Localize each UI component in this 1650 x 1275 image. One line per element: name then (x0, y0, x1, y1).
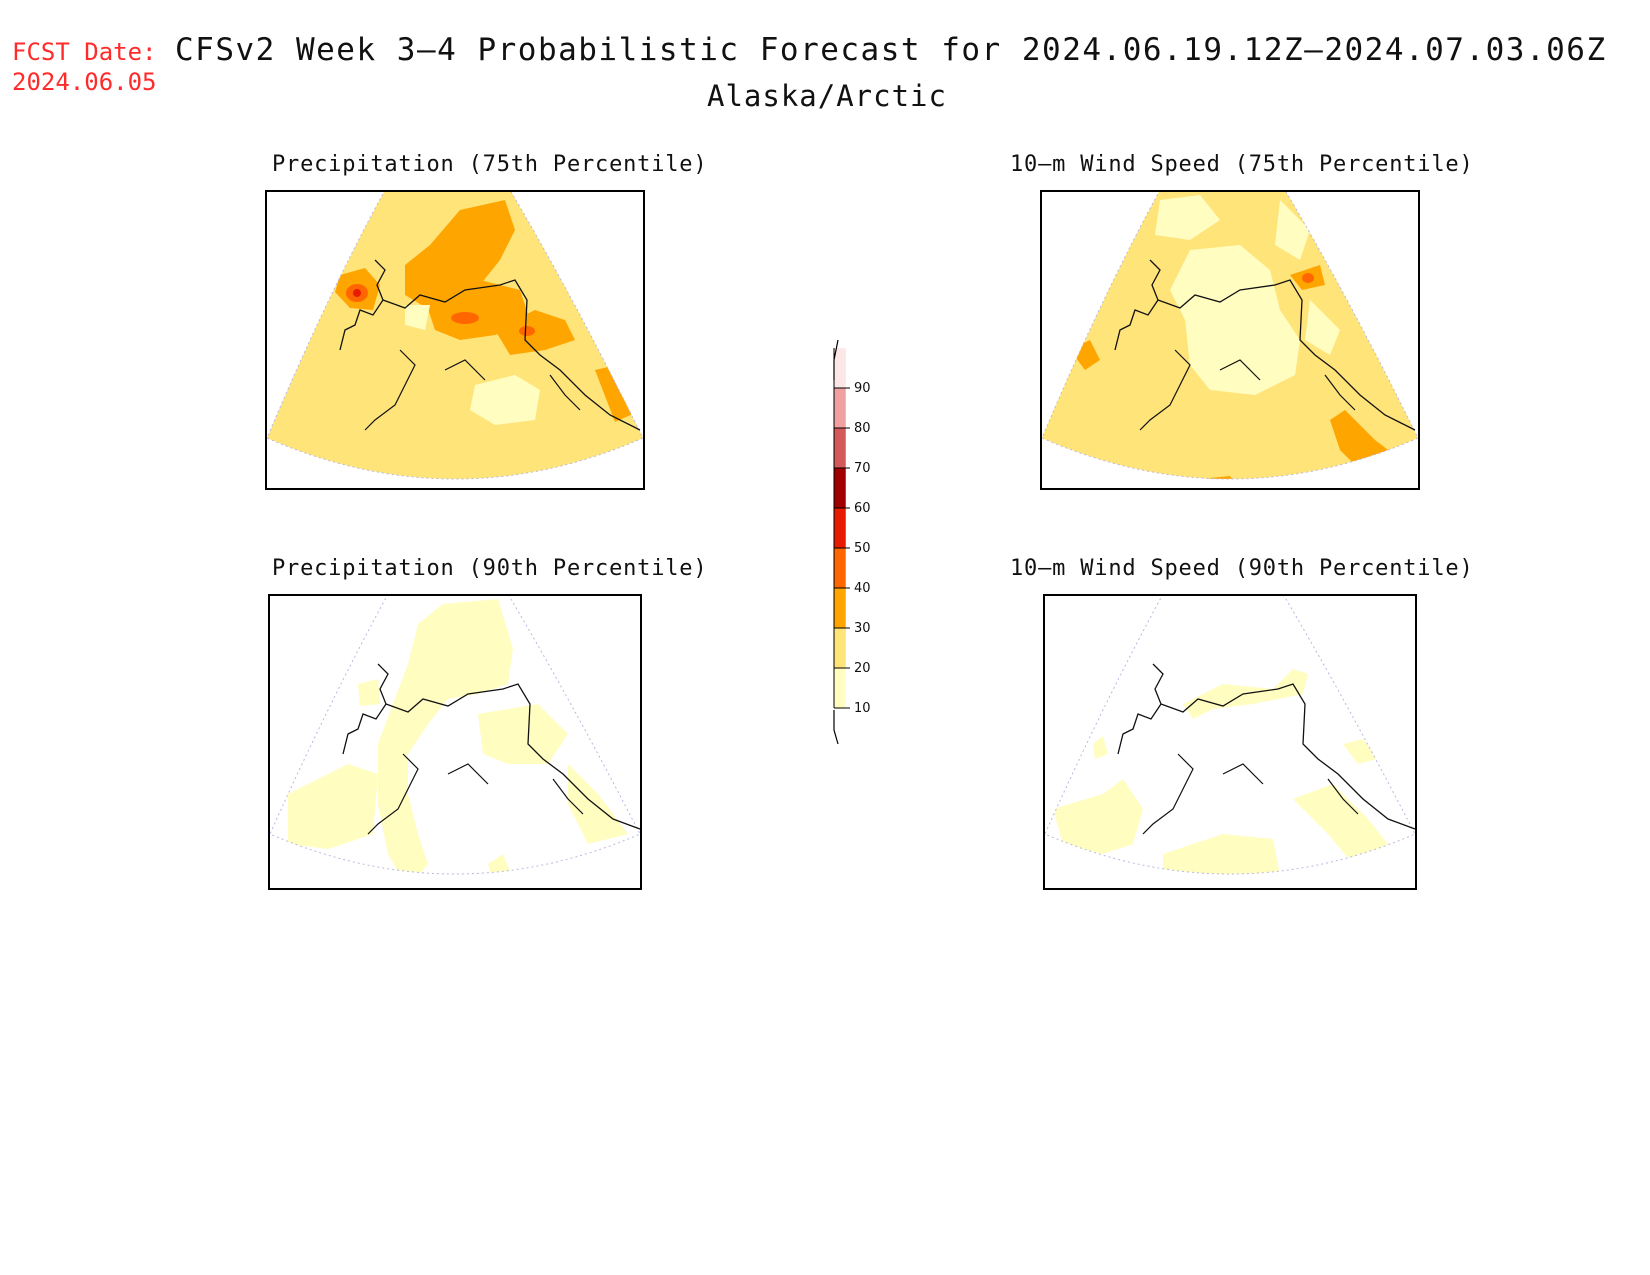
colorbar-labels: 10 20 30 40 50 60 70 80 90 (834, 381, 871, 716)
main-title: CFSv2 Week 3–4 Probabilistic Forecast fo… (175, 32, 1607, 68)
precip90-region-10c (478, 704, 568, 764)
wind75-coastline (1114, 259, 1416, 431)
wind90-region-10d (1293, 784, 1388, 864)
wind90-coastline-south (1142, 753, 1359, 835)
colorbar-boxes (833, 347, 847, 709)
precip90-frame (268, 594, 642, 890)
colorbar-box-6 (833, 427, 847, 469)
precip75-region-10b (405, 305, 430, 330)
colorbar-label-30: 30 (854, 621, 871, 636)
colorbar-box-2 (833, 587, 847, 629)
colorbar: 10 20 30 40 50 60 70 80 90 (833, 339, 871, 745)
wind90-frame (1043, 594, 1417, 890)
precip75-region-50 (353, 289, 361, 297)
precip75-region-40a (451, 312, 479, 324)
map-wind90 (1043, 594, 1417, 890)
panel-title-precip90: Precipitation (90th Percentile) (272, 556, 708, 581)
panel-title-precip75: Precipitation (75th Percentile) (272, 152, 708, 177)
precip90-region-10d (568, 764, 628, 844)
wind90-region-10f (1093, 736, 1108, 759)
colorbar-box-5 (833, 467, 847, 509)
precip75-projection-edge (266, 190, 644, 480)
wind75-frame (1040, 190, 1420, 490)
colorbar-label-60: 60 (854, 501, 871, 516)
precip90-coastline-south (367, 753, 584, 835)
wind90-coastline (1117, 663, 1416, 830)
wind90-region-10c (1163, 834, 1283, 874)
precip90-region-10e (488, 854, 513, 874)
wind90-region-10b (1053, 779, 1143, 854)
precip75-coastline (339, 259, 641, 431)
precip75-region-30c (495, 310, 575, 355)
colorbar-label-20: 20 (854, 661, 871, 676)
precip75-region-30a (405, 200, 515, 310)
colorbar-label-40: 40 (854, 581, 871, 596)
wind75-region-10d (1305, 300, 1340, 355)
colorbar-box-4 (833, 507, 847, 549)
forecast-date-value: 2024.06.05 (12, 68, 157, 96)
wind75-region-10c (1275, 200, 1310, 260)
colorbar-box-3 (833, 547, 847, 589)
map-precip75 (265, 190, 645, 490)
wind75-region-10a (1170, 245, 1300, 395)
panel-title-wind90: 10–m Wind Speed (90th Percentile) (1010, 556, 1474, 581)
forecast-date-label: FCST Date: (12, 38, 157, 66)
precip75-region-40c (519, 326, 535, 336)
precip90-coastline (342, 663, 641, 830)
wind75-region-40 (1302, 273, 1314, 283)
colorbar-top-arrow (833, 339, 839, 380)
colorbar-label-10: 10 (854, 701, 871, 716)
panel-title-wind75: 10–m Wind Speed (75th Percentile) (1010, 152, 1474, 177)
wind75-projection-edge (1041, 190, 1419, 480)
colorbar-box-0 (833, 667, 847, 709)
precip90-region-10f (358, 679, 380, 706)
colorbar-bottom-arrow (833, 710, 839, 745)
precip90-region-10a (378, 599, 513, 874)
colorbar-box-1 (833, 627, 847, 669)
colorbar-label-70: 70 (854, 461, 871, 476)
precip75-region-30b (425, 280, 530, 340)
wind75-region-10b (1155, 195, 1220, 240)
wind75-coastline-south (1139, 349, 1356, 431)
map-wind75 (1040, 190, 1420, 490)
wind90-region-10e (1343, 739, 1378, 764)
precip75-region-30e (595, 365, 637, 422)
colorbar-label-50: 50 (854, 541, 871, 556)
region-title: Alaska/Arctic (707, 79, 947, 113)
precip75-region-10a (470, 375, 540, 425)
precip75-coastline-south (364, 349, 581, 431)
colorbar-box-7 (833, 387, 847, 429)
colorbar-label-90: 90 (854, 381, 871, 396)
colorbar-label-80: 80 (854, 421, 871, 436)
precip75-frame (265, 190, 645, 490)
map-precip90 (268, 594, 642, 890)
precip90-region-10b (288, 764, 378, 849)
